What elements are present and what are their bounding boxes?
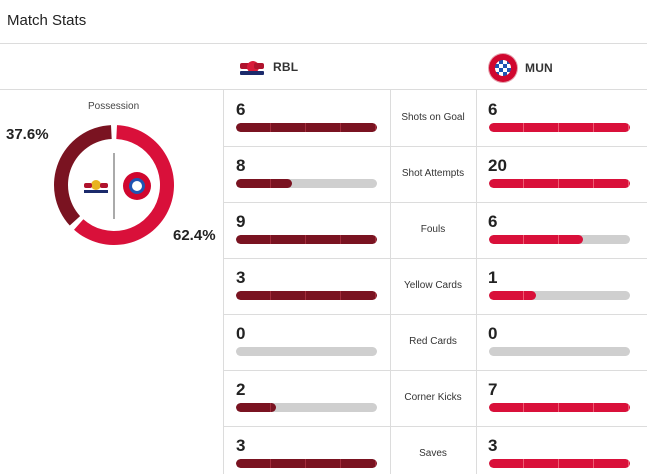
away-stat-value: 20 [488,156,507,175]
stat-label: Red Cards [409,336,457,347]
away-stat-bar-fill [489,403,630,412]
away-stat-value: 3 [488,436,498,455]
home-stat-bar [236,179,377,188]
home-stat-value: 2 [236,380,246,399]
away-stat-value: 1 [488,268,498,287]
home-stat-bar [236,403,377,412]
team-header-mun: MUN [489,54,553,82]
away-stat-bar [489,179,630,188]
home-stat-bar [236,347,377,356]
home-stat-value: 8 [236,156,246,175]
away-stat-value: 0 [488,324,498,343]
stat-label: Shot Attempts [401,168,465,179]
stat-label: Corner Kicks [404,392,462,403]
away-stat-value: 7 [488,380,498,399]
home-stat-bar [236,291,377,300]
away-stat-value: 6 [488,212,498,231]
home-stat-bar-fill [236,403,277,412]
home-stat-value: 0 [236,324,246,343]
possession-donut [54,125,175,246]
stat-label: Yellow Cards [404,280,462,291]
stat-label: Saves [419,448,447,459]
divider [0,43,647,44]
home-stat-bar-fill [236,123,377,132]
divider [390,90,391,474]
home-stat-bar [236,235,377,244]
away-stat-bar-fill [489,179,630,188]
stat-label: Fouls [420,224,446,235]
away-stat-bar-fill [489,459,630,468]
home-stat-value: 3 [236,268,246,287]
home-stat-bar-fill [236,459,377,468]
possession-arc-away [74,125,175,246]
bayern-munich-logo-icon [123,172,151,200]
divider [0,89,647,90]
away-stat-bar [489,123,630,132]
team-abbr-home: RBL [273,60,299,74]
home-stat-value: 6 [236,100,246,119]
home-stat-bar [236,123,377,132]
away-stat-bar [489,291,630,300]
row-divider [223,370,647,371]
possession-home-pct: 37.6% [6,126,49,143]
away-stat-bar [489,347,630,356]
row-divider [223,258,647,259]
home-stat-bar-fill [236,291,377,300]
row-divider [223,314,647,315]
home-stat-value: 9 [236,212,246,231]
away-stat-bar-fill [489,291,536,300]
divider [476,90,477,474]
bayern-munich-logo-icon [489,54,517,82]
divider [223,90,224,474]
away-stat-bar-fill [489,235,584,244]
away-stat-bar [489,403,630,412]
row-divider [223,202,647,203]
rb-leipzig-logo-icon [84,180,108,193]
possession-label: Possession [88,101,140,112]
away-stat-bar [489,459,630,468]
home-stat-bar-fill [236,179,293,188]
home-stat-bar-fill [236,235,377,244]
stat-label: Shots on Goal [401,112,465,123]
team-abbr-away: MUN [525,61,553,75]
away-stat-value: 6 [488,100,498,119]
possession-away-pct: 62.4% [173,227,216,244]
team-header-rbl: RBL [238,58,298,76]
possession-arc-home [54,125,112,226]
home-stat-value: 3 [236,436,246,455]
match-stats-title: Match Stats [7,12,87,29]
row-divider [223,426,647,427]
row-divider [223,146,647,147]
home-stat-bar [236,459,377,468]
rb-leipzig-logo-icon [238,58,265,76]
away-stat-bar-fill [489,123,630,132]
away-stat-bar [489,235,630,244]
